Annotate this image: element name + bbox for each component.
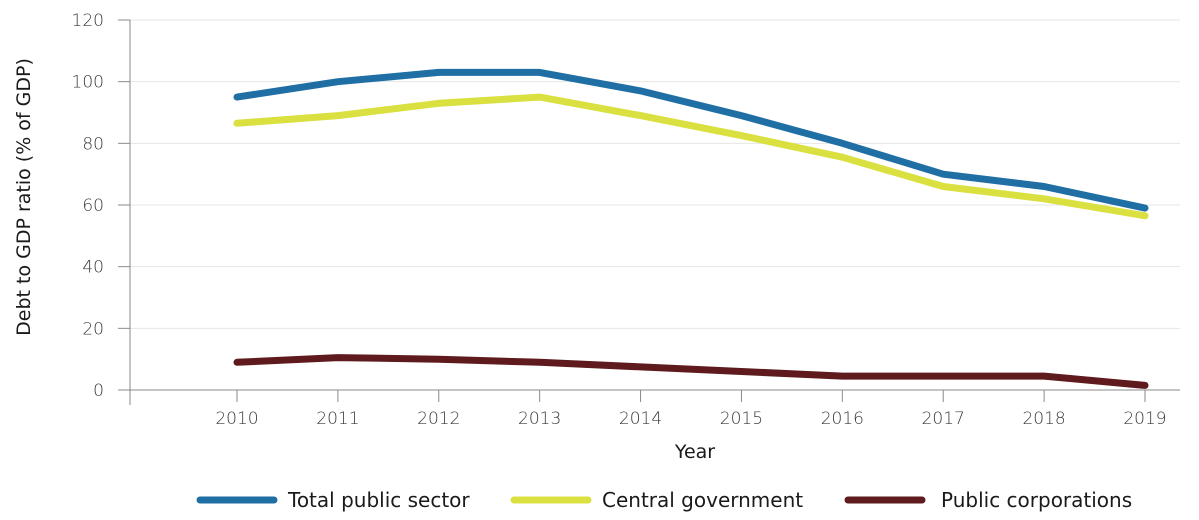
axes: [129, 20, 1180, 405]
x-tick-label: 2014: [619, 409, 662, 429]
x-tick-label: 2015: [720, 409, 763, 429]
legend-item: Central government: [510, 488, 803, 512]
y-tick-label: 40: [82, 258, 104, 278]
x-ticks: 2010 2011 2012 2013 2014 2015 2016 2017 2018 2019: [215, 390, 1167, 429]
y-tick-label: 120: [72, 11, 104, 31]
y-ticks: 0 20 40 60 80 100 120: [72, 11, 130, 401]
x-tick-label: 2013: [518, 409, 561, 429]
legend-label: Central government: [602, 488, 803, 512]
series-line-public-corporations: [233, 354, 1149, 389]
grid-lines: [130, 19, 1180, 329]
legend-label: Total public sector: [287, 488, 470, 512]
legend-label: Public corporations: [941, 488, 1132, 512]
x-tick-label: 2017: [922, 409, 965, 429]
series-lines: [233, 68, 1149, 389]
y-tick-label: 0: [93, 381, 104, 401]
x-tick-label: 2016: [821, 409, 864, 429]
x-tick-label: 2018: [1022, 409, 1065, 429]
x-tick-label: 2011: [316, 409, 359, 429]
y-tick-label: 20: [82, 319, 104, 339]
legend-item: Total public sector: [196, 488, 470, 512]
y-tick-label: 80: [82, 134, 104, 154]
legend: Total public sector Central government Pub…: [196, 488, 1132, 512]
legend-item: Public corporations: [844, 488, 1132, 512]
series-line-central-government: [233, 93, 1149, 220]
x-tick-label: 2019: [1123, 409, 1166, 429]
x-tick-label: 2010: [215, 409, 258, 429]
series-line-total-public-sector: [233, 68, 1149, 212]
x-axis-title: Year: [674, 441, 715, 463]
y-axis-title: Debt to GDP ratio (% of GDP): [13, 58, 35, 336]
x-tick-label: 2012: [417, 409, 460, 429]
y-tick-label: 100: [72, 73, 104, 93]
y-tick-label: 60: [82, 196, 104, 216]
